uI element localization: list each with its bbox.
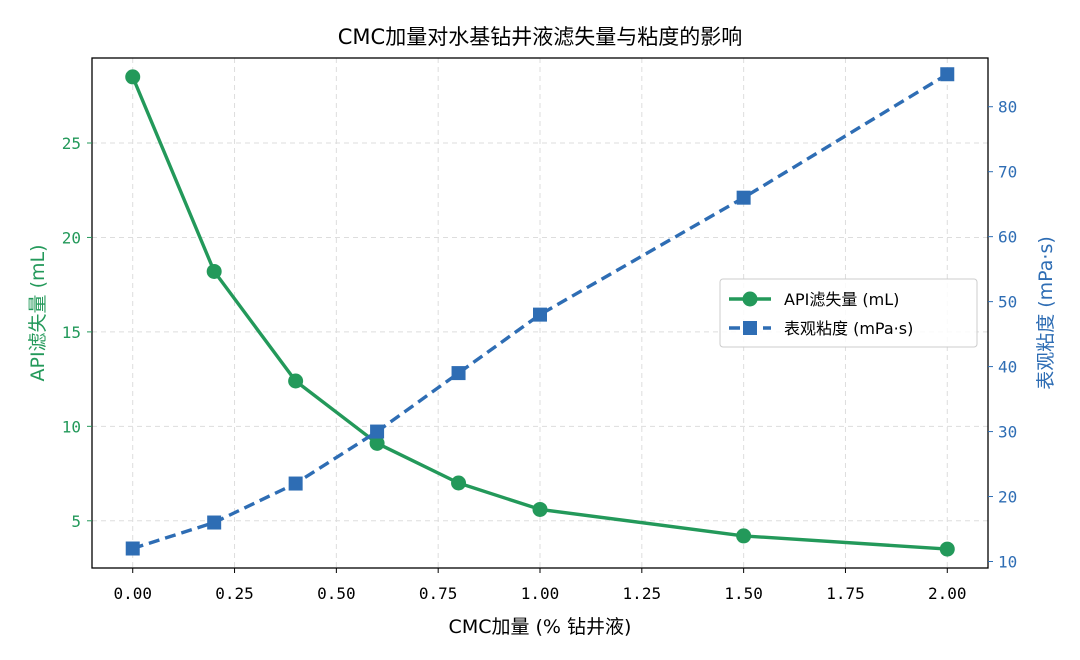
chart-title: CMC加量对水基钻井液滤失量与粘度的影响 [338,25,742,49]
data-point-viscosity [207,515,222,530]
axes: 0.00 0.25 0.50 0.75 1.00 1.25 1.50 1.75 2.00 5 10 1… [62,98,1018,603]
x-tick-label: 1.00 [521,584,560,603]
x-tick-label: 1.50 [724,584,763,603]
data-point-api-filtrate [369,435,385,451]
legend-swatch-api-filtrate-marker [742,291,758,307]
y-axis-left-title: API滤失量 (mL) [27,244,49,381]
data-point-api-filtrate [125,69,141,85]
data-point-viscosity [533,307,547,322]
data-point-viscosity [125,541,140,556]
series-line-api-filtrate [130,75,949,551]
series-line-viscosity [132,72,949,551]
y-axis-right-title: 表观粘度 (mPa·s) [1035,236,1057,390]
y-right-tick-label: 80 [998,98,1017,117]
y-right-tick-label: 50 [998,293,1017,312]
legend: API滤失量 (mL) 表观粘度 (mPa·s) [719,278,978,348]
series-layer [125,67,955,557]
y-right-tick-label: 20 [998,488,1017,507]
y-left-tick-label: 20 [62,228,81,247]
data-point-api-filtrate [736,528,752,544]
legend-label-api-filtrate: API滤失量 (mL) [784,290,899,309]
x-tick-label: 0.50 [317,584,356,603]
y-right-tick-label: 30 [998,423,1017,442]
data-point-api-filtrate [939,541,955,557]
y-left-tick-label: 15 [62,323,81,342]
legend-box [719,278,978,348]
y-left-tick-label: 10 [62,417,81,436]
data-point-viscosity [451,366,466,381]
y-left-tick-label: 25 [62,134,81,153]
x-tick-label: 1.75 [826,584,865,603]
legend-label-viscosity: 表观粘度 (mPa·s) [784,319,913,338]
legend-swatch-viscosity-marker [743,321,757,335]
data-point-api-filtrate [532,501,548,517]
y-right-tick-label: 60 [998,228,1017,247]
y-right-tick-label: 10 [998,553,1017,572]
data-point-api-filtrate [451,475,467,491]
data-point-api-filtrate [206,263,222,279]
x-tick-label: 0.25 [215,584,254,603]
data-point-viscosity [940,67,955,82]
x-axis-title: CMC加量 (% 钻井液) [449,616,632,638]
data-point-viscosity [288,476,303,491]
y-right-tick-label: 40 [998,358,1017,377]
data-point-api-filtrate [288,373,304,389]
x-tick-label: 0.75 [419,584,458,603]
data-point-viscosity [370,424,385,439]
y-right-tick-label: 70 [998,163,1017,182]
x-tick-label: 1.25 [623,584,662,603]
x-tick-label: 0.00 [113,584,152,603]
y-left-tick-label: 5 [71,512,81,531]
data-point-viscosity [736,190,751,205]
x-tick-label: 2.00 [928,584,967,603]
